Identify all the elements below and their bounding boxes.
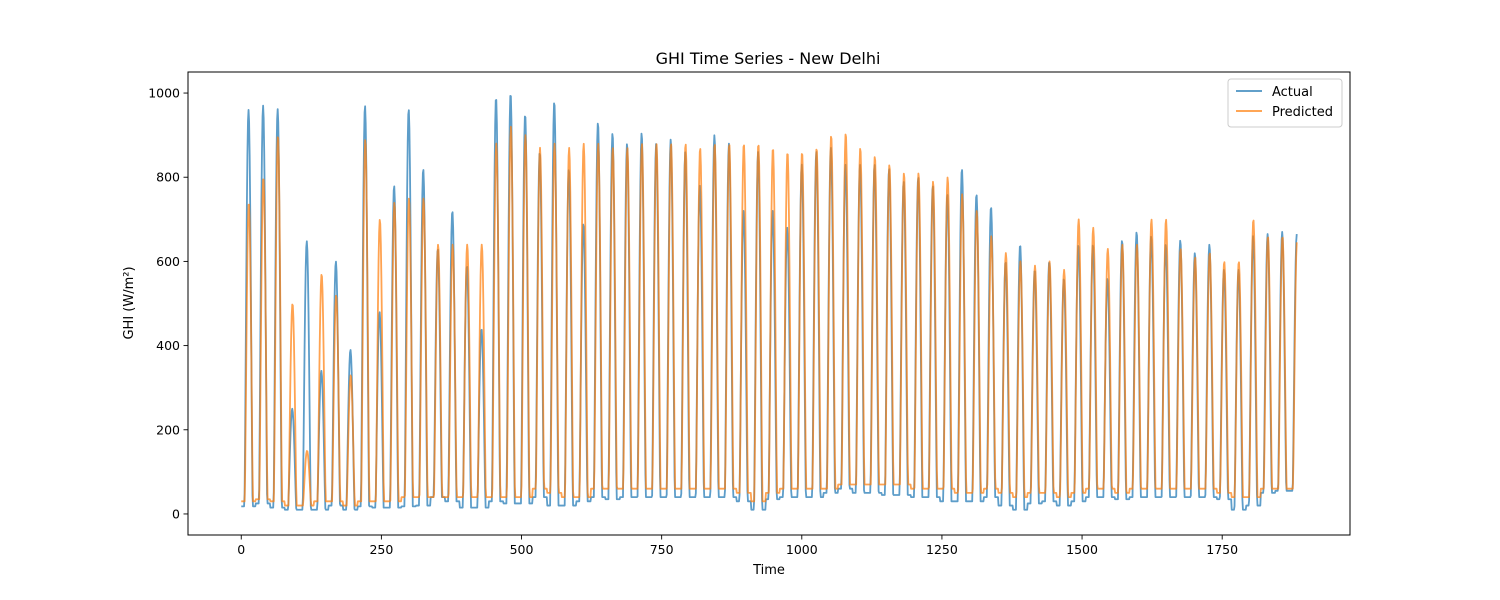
x-tick-label: 750 <box>650 542 674 557</box>
x-tick-label: 250 <box>369 542 393 557</box>
series-layer <box>240 95 1298 511</box>
x-tick-label: 1500 <box>1066 542 1098 557</box>
x-tick-label: 0 <box>237 542 245 557</box>
y-tick-label: 400 <box>156 338 180 353</box>
legend-label-predicted: Predicted <box>1272 105 1333 120</box>
x-tick-label: 1250 <box>926 542 958 557</box>
series-line-predicted <box>240 125 1298 507</box>
y-tick-label: 0 <box>172 506 180 521</box>
y-tick-label: 600 <box>156 254 180 269</box>
legend-label-actual: Actual <box>1272 85 1313 100</box>
y-axis-label: GHI (W/m²) <box>122 266 137 339</box>
y-tick-label: 200 <box>156 422 180 437</box>
x-axis-label: Time <box>752 563 785 578</box>
plot-area-frame <box>187 71 1351 536</box>
x-tick-label: 1750 <box>1206 542 1238 557</box>
y-tick-label: 1000 <box>148 86 180 101</box>
chart-title: GHI Time Series - New Delhi <box>656 49 881 68</box>
legend: Actual Predicted <box>1227 78 1343 128</box>
x-axis-ticks: 0 250 500 750 1000 1250 1500 1750 <box>237 535 1238 557</box>
x-tick-label: 500 <box>510 542 534 557</box>
y-axis-ticks: 0 200 400 600 800 1000 <box>148 86 188 521</box>
x-tick-label: 1000 <box>786 542 818 557</box>
y-tick-label: 800 <box>156 170 180 185</box>
